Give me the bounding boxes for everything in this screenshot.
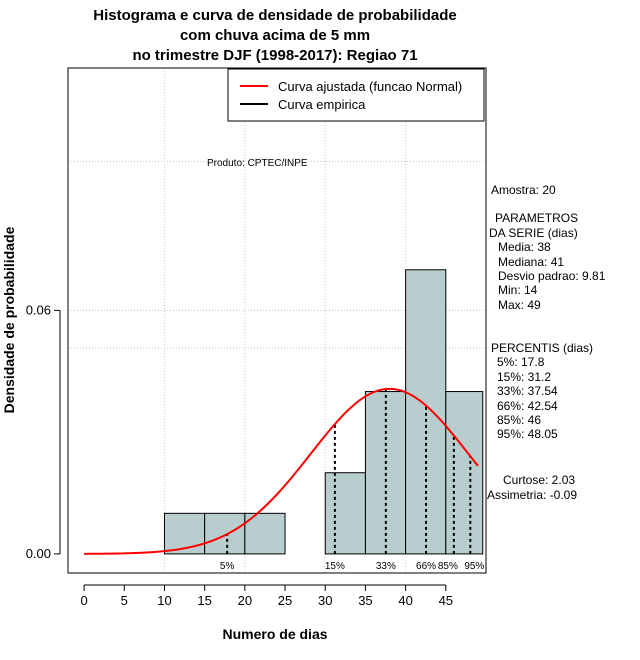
stat-mediana: Mediana: 41 bbox=[498, 255, 564, 269]
stat-params-title-1: PARAMETROS bbox=[495, 211, 578, 225]
histogram-bar-6 bbox=[445, 391, 484, 555]
legend-label-fitted: Curva ajustada (funcao Normal) bbox=[278, 79, 462, 94]
x-tick-label-7: 35 bbox=[358, 593, 372, 608]
x-axis-label: Numero de dias bbox=[222, 626, 327, 642]
legend-box bbox=[227, 68, 485, 122]
histogram-bar-5 bbox=[405, 269, 447, 555]
legend: Curva ajustada (funcao Normal) Curva emp… bbox=[227, 68, 485, 122]
product-annotation: Produto: CPTEC/INPE bbox=[207, 158, 308, 169]
x-tick-label-1: 5 bbox=[121, 593, 128, 608]
stat-curtose: Curtose: 2.03 bbox=[503, 473, 575, 487]
chart-title-line-1: Histograma e curva de densidade de proba… bbox=[93, 7, 456, 24]
stat-amostra: Amostra: 20 bbox=[491, 183, 556, 197]
stat-p15: 15%: 31.2 bbox=[497, 370, 551, 384]
stat-p66: 66%: 42.54 bbox=[497, 399, 558, 413]
stat-p33: 33%: 37.54 bbox=[497, 384, 558, 398]
percentile-label-5: 95% bbox=[464, 561, 484, 572]
x-tick-label-2: 10 bbox=[157, 593, 171, 608]
legend-label-empirical: Curva empirica bbox=[278, 97, 366, 112]
stat-desvio: Desvio padrao: 9.81 bbox=[498, 269, 606, 283]
percentile-label-1: 15% bbox=[325, 561, 345, 572]
percentile-lines bbox=[226, 389, 472, 554]
percentile-label-0: 5% bbox=[220, 561, 235, 572]
stats-panel: Amostra: 20 PARAMETROS DA SERIE (dias) M… bbox=[487, 183, 606, 502]
histogram-bar-2 bbox=[244, 512, 286, 555]
x-tick-label-5: 25 bbox=[278, 593, 292, 608]
chart-title-line-2: com chuva acima de 5 mm bbox=[180, 27, 370, 44]
histogram-bar-3 bbox=[324, 472, 366, 555]
y-axis-label: Densidade de probabilidade bbox=[1, 226, 17, 413]
percentile-label-2: 33% bbox=[376, 561, 396, 572]
x-tick-label-9: 45 bbox=[439, 593, 453, 608]
normal-curve-path bbox=[84, 387, 479, 555]
y-tick-label-1: 0.06 bbox=[26, 302, 51, 317]
axes: 0 5 10 15 20 25 30 35 40 45 0.00 0.06 bbox=[26, 302, 453, 608]
percentile-label-4: 85% bbox=[438, 561, 458, 572]
percentile-label-3: 66% bbox=[416, 561, 436, 572]
stat-media: Media: 38 bbox=[498, 240, 551, 254]
histogram-bars bbox=[163, 269, 484, 555]
x-tick-label-8: 40 bbox=[398, 593, 412, 608]
stat-params-title-2: DA SERIE (dias) bbox=[489, 226, 578, 240]
x-tick-label-6: 30 bbox=[318, 593, 332, 608]
stat-p85: 85%: 46 bbox=[497, 413, 541, 427]
normal-curve bbox=[84, 387, 479, 555]
x-tick-label-4: 20 bbox=[238, 593, 252, 608]
x-tick-label-3: 15 bbox=[197, 593, 211, 608]
chart-title-line-3: no trimestre DJF (1998-2017): Regiao 71 bbox=[132, 47, 417, 64]
percentile-labels: 5% 15% 33% 66% 85% 95% bbox=[220, 561, 485, 572]
stat-min: Min: 14 bbox=[498, 283, 538, 297]
stat-assimetria: Assimetria: -0.09 bbox=[487, 488, 577, 502]
stat-p95: 95%: 48.05 bbox=[497, 427, 558, 441]
x-tick-label-0: 0 bbox=[80, 593, 87, 608]
stat-p5: 5%: 17.8 bbox=[497, 355, 545, 369]
histogram-bar-1 bbox=[204, 512, 246, 555]
y-tick-label-0: 0.00 bbox=[26, 546, 51, 561]
stat-max: Max: 49 bbox=[498, 298, 541, 312]
histogram-bar-0 bbox=[163, 512, 206, 555]
stat-percentis-title: PERCENTIS (dias) bbox=[491, 341, 593, 355]
plot-frame bbox=[67, 67, 487, 574]
